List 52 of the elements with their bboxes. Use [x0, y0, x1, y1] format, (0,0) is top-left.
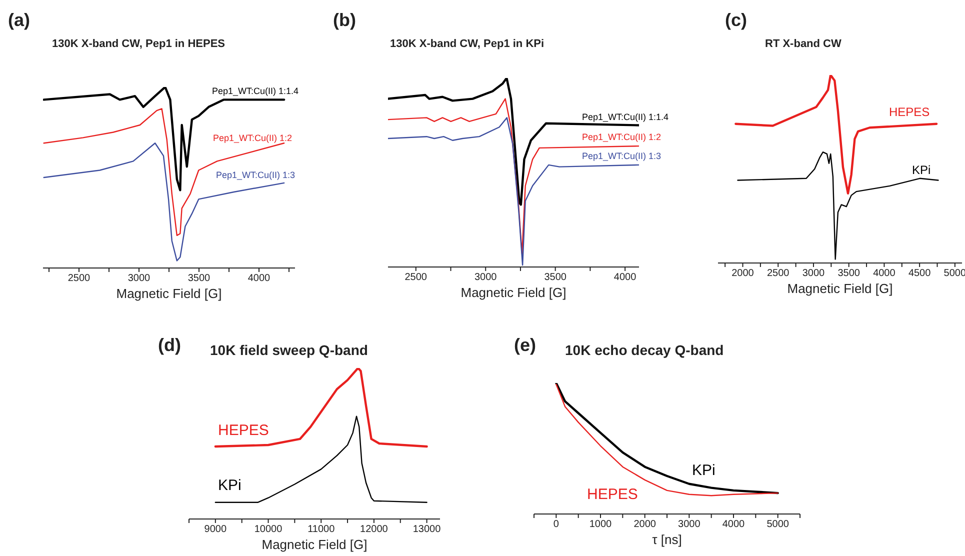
text: (d)	[158, 335, 181, 356]
x-axis-title: τ [ns]	[651, 532, 683, 547]
series-label: Pep1_WT:Cu(II) 1:3	[216, 170, 296, 180]
series-label: HEPES	[889, 105, 930, 119]
x-tick-label: 12000	[360, 524, 388, 536]
x-tick-label: 3000	[474, 272, 498, 284]
series-label: KPi	[692, 462, 716, 479]
x-tick-label: 5000	[766, 519, 790, 530]
text: (c)	[725, 10, 747, 31]
x-tick-label: 3000	[802, 268, 826, 280]
x-tick-label: 9000	[204, 524, 227, 536]
x-tick-label: 2000	[732, 268, 754, 280]
x-tick-label: 4000	[722, 519, 746, 530]
x-axis-title: Magnetic Field [G]	[460, 285, 568, 300]
series-label: Pep1_WT:Cu(II) 1:1.4	[582, 112, 669, 122]
chart-title: 10K echo decay Q-band	[565, 342, 724, 358]
series-label: Pep1_WT:Cu(II) 1:3	[582, 151, 662, 161]
x-axis-title: Magnetic Field [G]	[786, 281, 894, 296]
x-axis-title: Magnetic Field [G]	[260, 537, 368, 552]
chart-title: RT X-band CW	[765, 38, 842, 50]
series-label: HEPES	[218, 422, 269, 439]
text: (b)	[333, 10, 356, 31]
x-tick-label: 2500	[766, 268, 790, 280]
x-tick-label: 1000	[589, 519, 612, 530]
series-label: Pep1_WT:Cu(II) 1:2	[213, 133, 292, 143]
x-tick-label: 4000	[873, 268, 896, 280]
x-tick-label: 3500	[188, 273, 211, 284]
x-tick-label: 2000	[634, 519, 656, 530]
chart-title: 130K X-band CW, Pep1 in KPi	[390, 38, 544, 50]
chart-title: 10K field sweep Q-band	[210, 342, 368, 358]
x-tick-label: 4000	[248, 273, 271, 284]
x-tick-label: 3500	[544, 272, 567, 284]
text: (a)	[8, 10, 30, 31]
x-tick-label: 4000	[614, 272, 637, 284]
series-label: Pep1_WT:Cu(II) 1:1.4	[212, 86, 299, 96]
series-label: KPi	[218, 477, 242, 494]
x-tick-label: 11000	[308, 524, 336, 536]
x-tick-label: 2500	[404, 272, 428, 284]
x-tick-label: 4500	[908, 268, 932, 280]
x-tick-label: 3000	[678, 519, 701, 530]
text: (e)	[514, 335, 536, 356]
x-tick-label: 10000	[254, 524, 283, 536]
x-tick-label: 3500	[838, 268, 860, 280]
series-label: KPi	[912, 163, 931, 177]
chart-title: 130K X-band CW, Pep1 in HEPES	[52, 38, 225, 50]
x-tick-label: 13000	[412, 524, 442, 536]
x-tick-label: 0	[553, 519, 560, 530]
series-label: Pep1_WT:Cu(II) 1:2	[582, 132, 662, 142]
x-tick-label: 2500	[68, 273, 91, 284]
x-axis-title: Magnetic Field [G]	[115, 286, 223, 301]
series-label: HEPES	[587, 486, 638, 503]
x-tick-label: 3000	[128, 273, 151, 284]
